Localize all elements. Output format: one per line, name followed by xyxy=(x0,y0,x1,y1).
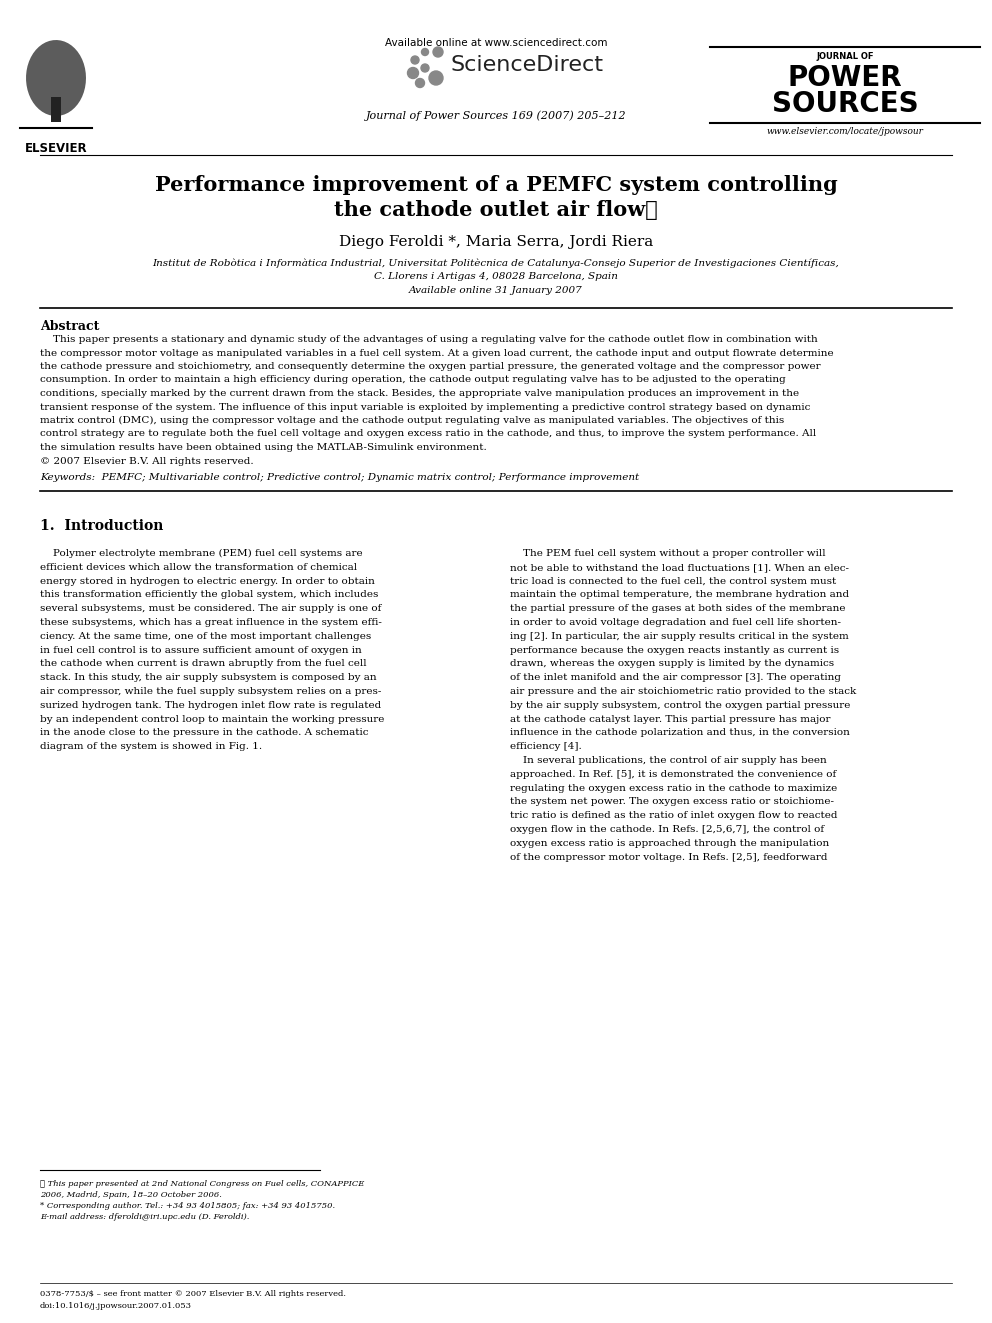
Text: Abstract: Abstract xyxy=(40,320,99,333)
Text: www.elsevier.com/locate/jpowsour: www.elsevier.com/locate/jpowsour xyxy=(767,127,924,136)
Circle shape xyxy=(429,71,443,85)
Text: Diego Feroldi *, Maria Serra, Jordi Riera: Diego Feroldi *, Maria Serra, Jordi Rier… xyxy=(339,235,653,249)
Text: © 2007 Elsevier B.V. All rights reserved.: © 2007 Elsevier B.V. All rights reserved… xyxy=(40,456,254,466)
Text: the cathode when current is drawn abruptly from the fuel cell: the cathode when current is drawn abrupt… xyxy=(40,659,367,668)
Circle shape xyxy=(422,49,429,56)
Text: Performance improvement of a PEMFC system controlling: Performance improvement of a PEMFC syste… xyxy=(155,175,837,194)
Text: Keywords:  PEMFC; Multivariable control; Predictive control; Dynamic matrix cont: Keywords: PEMFC; Multivariable control; … xyxy=(40,474,639,482)
Text: 2006, Madrid, Spain, 18–20 October 2006.: 2006, Madrid, Spain, 18–20 October 2006. xyxy=(40,1191,222,1199)
Text: the simulation results have been obtained using the MATLAB-Simulink environment.: the simulation results have been obtaine… xyxy=(40,443,487,452)
Text: tric load is connected to the fuel cell, the control system must: tric load is connected to the fuel cell,… xyxy=(510,577,836,586)
Text: air compressor, while the fuel supply subsystem relies on a pres-: air compressor, while the fuel supply su… xyxy=(40,687,381,696)
Text: 1.  Introduction: 1. Introduction xyxy=(40,519,164,533)
Bar xyxy=(18,40,92,130)
Text: ing [2]. In particular, the air supply results critical in the system: ing [2]. In particular, the air supply r… xyxy=(510,632,849,640)
Circle shape xyxy=(421,64,429,71)
Text: of the compressor motor voltage. In Refs. [2,5], feedforward: of the compressor motor voltage. In Refs… xyxy=(510,852,827,861)
Text: E-mail address: dferoldi@iri.upc.edu (D. Feroldi).: E-mail address: dferoldi@iri.upc.edu (D.… xyxy=(40,1213,249,1221)
Text: approached. In Ref. [5], it is demonstrated the convenience of: approached. In Ref. [5], it is demonstra… xyxy=(510,770,836,779)
Text: control strategy are to regulate both the fuel cell voltage and oxygen excess ra: control strategy are to regulate both th… xyxy=(40,430,816,438)
Text: efficiency [4].: efficiency [4]. xyxy=(510,742,581,751)
Text: doi:10.1016/j.jpowsour.2007.01.053: doi:10.1016/j.jpowsour.2007.01.053 xyxy=(40,1302,192,1310)
Text: Journal of Power Sources 169 (2007) 205–212: Journal of Power Sources 169 (2007) 205–… xyxy=(366,110,626,120)
Text: matrix control (DMC), using the compressor voltage and the cathode output regula: matrix control (DMC), using the compress… xyxy=(40,415,785,425)
Text: of the inlet manifold and the air compressor [3]. The operating: of the inlet manifold and the air compre… xyxy=(510,673,841,683)
Text: tric ratio is defined as the ratio of inlet oxygen flow to reacted: tric ratio is defined as the ratio of in… xyxy=(510,811,837,820)
Text: SOURCES: SOURCES xyxy=(772,90,919,118)
Text: C. Llorens i Artigas 4, 08028 Barcelona, Spain: C. Llorens i Artigas 4, 08028 Barcelona,… xyxy=(374,273,618,280)
Text: influence in the cathode polarization and thus, in the conversion: influence in the cathode polarization an… xyxy=(510,729,850,737)
Circle shape xyxy=(416,78,425,87)
Text: surized hydrogen tank. The hydrogen inlet flow rate is regulated: surized hydrogen tank. The hydrogen inle… xyxy=(40,701,381,710)
Text: in the anode close to the pressure in the cathode. A schematic: in the anode close to the pressure in th… xyxy=(40,729,368,737)
Text: the cathode outlet air flow★: the cathode outlet air flow★ xyxy=(334,200,658,220)
Text: at the cathode catalyst layer. This partial pressure has major: at the cathode catalyst layer. This part… xyxy=(510,714,830,724)
Text: The PEM fuel cell system without a proper controller will: The PEM fuel cell system without a prope… xyxy=(510,549,825,558)
Text: ★ This paper presented at 2nd National Congress on Fuel cells, CONAPPICE: ★ This paper presented at 2nd National C… xyxy=(40,1180,364,1188)
Text: by an independent control loop to maintain the working pressure: by an independent control loop to mainta… xyxy=(40,714,384,724)
Text: the system net power. The oxygen excess ratio or stoichiome-: the system net power. The oxygen excess … xyxy=(510,798,834,807)
Text: JOURNAL OF: JOURNAL OF xyxy=(816,52,874,61)
Bar xyxy=(51,97,61,122)
Text: Available online 31 January 2007: Available online 31 January 2007 xyxy=(409,286,583,295)
Text: consumption. In order to maintain a high efficiency during operation, the cathod: consumption. In order to maintain a high… xyxy=(40,376,786,385)
Text: these subsystems, which has a great influence in the system effi-: these subsystems, which has a great infl… xyxy=(40,618,382,627)
Text: oxygen excess ratio is approached through the manipulation: oxygen excess ratio is approached throug… xyxy=(510,839,829,848)
Text: by the air supply subsystem, control the oxygen partial pressure: by the air supply subsystem, control the… xyxy=(510,701,850,710)
Text: efficient devices which allow the transformation of chemical: efficient devices which allow the transf… xyxy=(40,562,357,572)
Circle shape xyxy=(408,67,419,78)
Text: transient response of the system. The influence of this input variable is exploi: transient response of the system. The in… xyxy=(40,402,810,411)
Text: oxygen flow in the cathode. In Refs. [2,5,6,7], the control of: oxygen flow in the cathode. In Refs. [2,… xyxy=(510,826,824,833)
Text: the cathode pressure and stoichiometry, and consequently determine the oxygen pa: the cathode pressure and stoichiometry, … xyxy=(40,363,820,370)
Text: Institut de Robòtica i Informàtica Industrial, Universitat Politècnica de Catalu: Institut de Robòtica i Informàtica Indus… xyxy=(153,258,839,267)
Text: energy stored in hydrogen to electric energy. In order to obtain: energy stored in hydrogen to electric en… xyxy=(40,577,375,586)
Text: maintain the optimal temperature, the membrane hydration and: maintain the optimal temperature, the me… xyxy=(510,590,849,599)
Polygon shape xyxy=(26,40,86,116)
Text: conditions, specially marked by the current drawn from the stack. Besides, the a: conditions, specially marked by the curr… xyxy=(40,389,800,398)
Text: drawn, whereas the oxygen supply is limited by the dynamics: drawn, whereas the oxygen supply is limi… xyxy=(510,659,834,668)
Text: in order to avoid voltage degradation and fuel cell life shorten-: in order to avoid voltage degradation an… xyxy=(510,618,841,627)
Text: 0378-7753/$ – see front matter © 2007 Elsevier B.V. All rights reserved.: 0378-7753/$ – see front matter © 2007 El… xyxy=(40,1290,346,1298)
Text: performance because the oxygen reacts instantly as current is: performance because the oxygen reacts in… xyxy=(510,646,839,655)
Text: This paper presents a stationary and dynamic study of the advantages of using a : This paper presents a stationary and dyn… xyxy=(40,335,817,344)
Text: * Corresponding author. Tel.: +34 93 4015805; fax: +34 93 4015750.: * Corresponding author. Tel.: +34 93 401… xyxy=(40,1203,335,1211)
Text: this transformation efficiently the global system, which includes: this transformation efficiently the glob… xyxy=(40,590,378,599)
Text: diagram of the system is showed in Fig. 1.: diagram of the system is showed in Fig. … xyxy=(40,742,262,751)
Text: ScienceDirect: ScienceDirect xyxy=(450,56,603,75)
Text: regulating the oxygen excess ratio in the cathode to maximize: regulating the oxygen excess ratio in th… xyxy=(510,783,837,792)
Text: POWER: POWER xyxy=(788,64,903,93)
Text: air pressure and the air stoichiometric ratio provided to the stack: air pressure and the air stoichiometric … xyxy=(510,687,856,696)
Circle shape xyxy=(433,48,443,57)
Text: the partial pressure of the gases at both sides of the membrane: the partial pressure of the gases at bot… xyxy=(510,605,845,613)
Text: in fuel cell control is to assure sufficient amount of oxygen in: in fuel cell control is to assure suffic… xyxy=(40,646,362,655)
Text: the compressor motor voltage as manipulated variables in a fuel cell system. At : the compressor motor voltage as manipula… xyxy=(40,348,833,357)
Text: not be able to withstand the load fluctuations [1]. When an elec-: not be able to withstand the load fluctu… xyxy=(510,562,849,572)
Text: ciency. At the same time, one of the most important challenges: ciency. At the same time, one of the mos… xyxy=(40,632,371,640)
Circle shape xyxy=(411,56,419,64)
Text: In several publications, the control of air supply has been: In several publications, the control of … xyxy=(510,755,826,765)
Text: several subsystems, must be considered. The air supply is one of: several subsystems, must be considered. … xyxy=(40,605,381,613)
Text: Polymer electrolyte membrane (PEM) fuel cell systems are: Polymer electrolyte membrane (PEM) fuel … xyxy=(40,549,363,558)
Text: ELSEVIER: ELSEVIER xyxy=(25,142,87,155)
Text: Available online at www.sciencedirect.com: Available online at www.sciencedirect.co… xyxy=(385,38,607,48)
Text: stack. In this study, the air supply subsystem is composed by an: stack. In this study, the air supply sub… xyxy=(40,673,377,683)
